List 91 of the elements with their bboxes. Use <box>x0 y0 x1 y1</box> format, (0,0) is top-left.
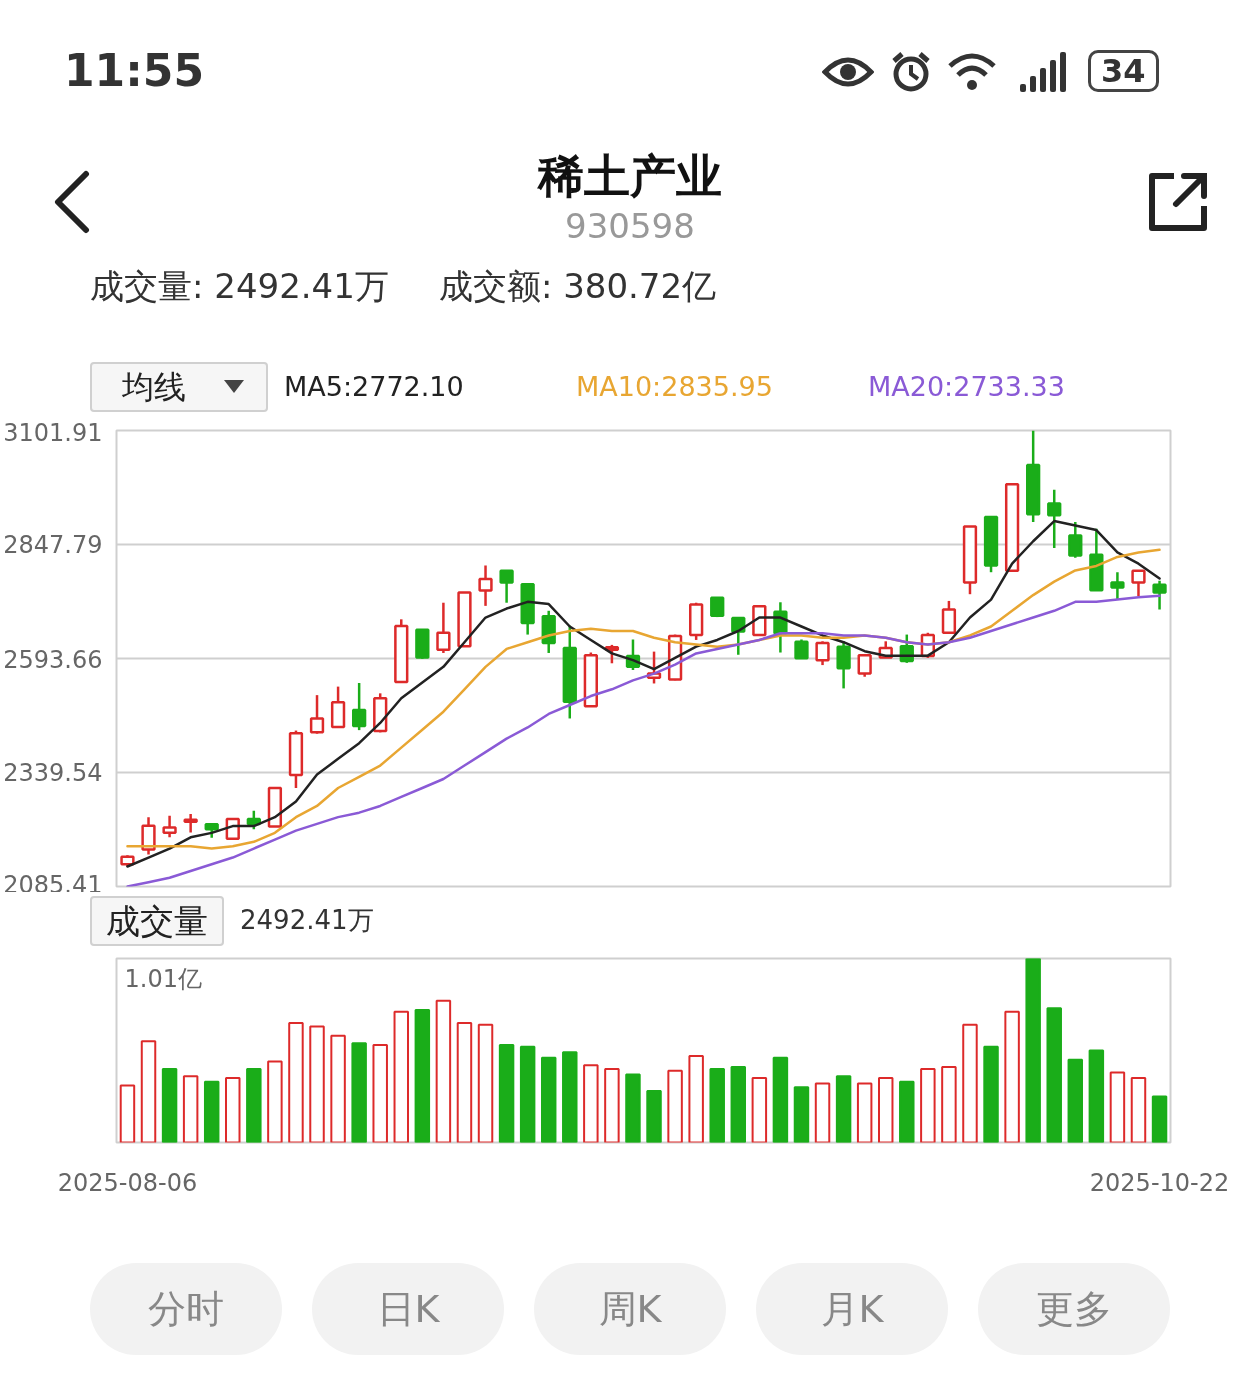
bar <box>351 1042 367 1143</box>
y-tick-label: 2339.54 <box>3 759 103 788</box>
bar <box>1067 1058 1084 1143</box>
candlestick <box>1068 520 1083 560</box>
bar <box>1151 1095 1168 1143</box>
bar <box>772 1056 789 1143</box>
bar <box>625 1073 641 1143</box>
bar <box>667 1069 683 1143</box>
x-tick-label: 2025-10-22 <box>1089 1168 1230 1197</box>
candlestick <box>815 640 830 667</box>
y-tick-label: 2847.79 <box>3 531 103 560</box>
candlestick <box>941 599 957 635</box>
candlestick <box>309 693 325 735</box>
bar <box>288 1021 304 1143</box>
text: 成交额: 380.72亿 <box>438 266 717 306</box>
bar <box>1088 1049 1105 1143</box>
bar <box>793 1086 810 1143</box>
chart-title: 稀土产业 <box>536 148 723 204</box>
bar <box>583 1064 599 1143</box>
text: 更多 <box>978 1263 1170 1355</box>
text: 34 <box>1088 50 1159 92</box>
y-tick-label: 2593.66 <box>3 645 103 674</box>
bar <box>1004 1010 1020 1143</box>
bar <box>835 1075 852 1143</box>
bar <box>309 1025 325 1143</box>
bar <box>435 999 452 1143</box>
text: MA20:2733.33 <box>867 370 1066 404</box>
bar <box>983 1045 999 1143</box>
candlestick <box>499 569 514 604</box>
y-tick-label: 2085.41 <box>3 870 103 899</box>
text: MA5:2772.10 <box>283 370 465 404</box>
text: 周K <box>534 1263 726 1355</box>
text: 月K <box>756 1263 948 1355</box>
bar <box>920 1067 936 1143</box>
text: 11:55 <box>64 44 205 98</box>
bar <box>267 1060 283 1143</box>
bar <box>330 1034 346 1143</box>
bar <box>225 1077 241 1143</box>
bar <box>161 1067 178 1143</box>
y-tick-label: 3101.91 <box>3 418 103 447</box>
bar <box>119 1084 136 1143</box>
bar <box>414 1009 431 1143</box>
candlestick <box>183 812 198 834</box>
chart-title: 成交量 <box>106 901 208 941</box>
candlestick <box>478 564 493 608</box>
bar <box>814 1082 831 1143</box>
bar <box>688 1055 704 1143</box>
candlestick <box>1131 568 1146 598</box>
bar <box>562 1051 578 1143</box>
candlestick <box>1110 570 1125 601</box>
bar <box>709 1067 725 1143</box>
legend-title: 均线 <box>122 367 186 408</box>
bar <box>751 1077 768 1143</box>
bar <box>1046 1007 1062 1143</box>
candlestick <box>436 601 451 655</box>
bar <box>519 1045 536 1143</box>
bar <box>372 1043 388 1143</box>
text: 成交量: 2492.41万 <box>90 266 389 306</box>
bar <box>604 1067 620 1143</box>
candlestick <box>857 653 872 678</box>
bar <box>1025 958 1041 1143</box>
bar <box>962 1023 978 1143</box>
bar <box>730 1066 747 1143</box>
bar <box>456 1021 473 1143</box>
candlestick <box>1047 488 1062 550</box>
candlestick <box>836 640 851 690</box>
bar <box>1130 1077 1147 1143</box>
bar <box>182 1075 199 1143</box>
text: MA10:2835.95 <box>575 370 774 404</box>
bar <box>856 1082 873 1143</box>
bar <box>246 1067 262 1143</box>
text: 日K <box>312 1263 504 1355</box>
bar <box>477 1023 494 1143</box>
bar <box>877 1077 894 1143</box>
bar <box>540 1056 557 1143</box>
bar <box>498 1043 515 1143</box>
text: 分时 <box>90 1263 282 1355</box>
bar <box>140 1040 157 1143</box>
candlestick <box>352 681 367 732</box>
bar <box>1109 1071 1126 1143</box>
bar <box>941 1066 957 1143</box>
bar <box>899 1080 915 1143</box>
bar <box>393 1010 410 1143</box>
chart-subtitle: 2492.41万 <box>240 904 374 938</box>
candlestick <box>1152 579 1167 611</box>
bar <box>203 1080 220 1143</box>
chart-subtitle: 930598 <box>564 205 696 248</box>
candlestick <box>162 814 177 839</box>
x-tick-label: 2025-08-06 <box>57 1168 198 1197</box>
bar <box>646 1089 662 1143</box>
annotation: 1.01亿 <box>124 964 202 993</box>
